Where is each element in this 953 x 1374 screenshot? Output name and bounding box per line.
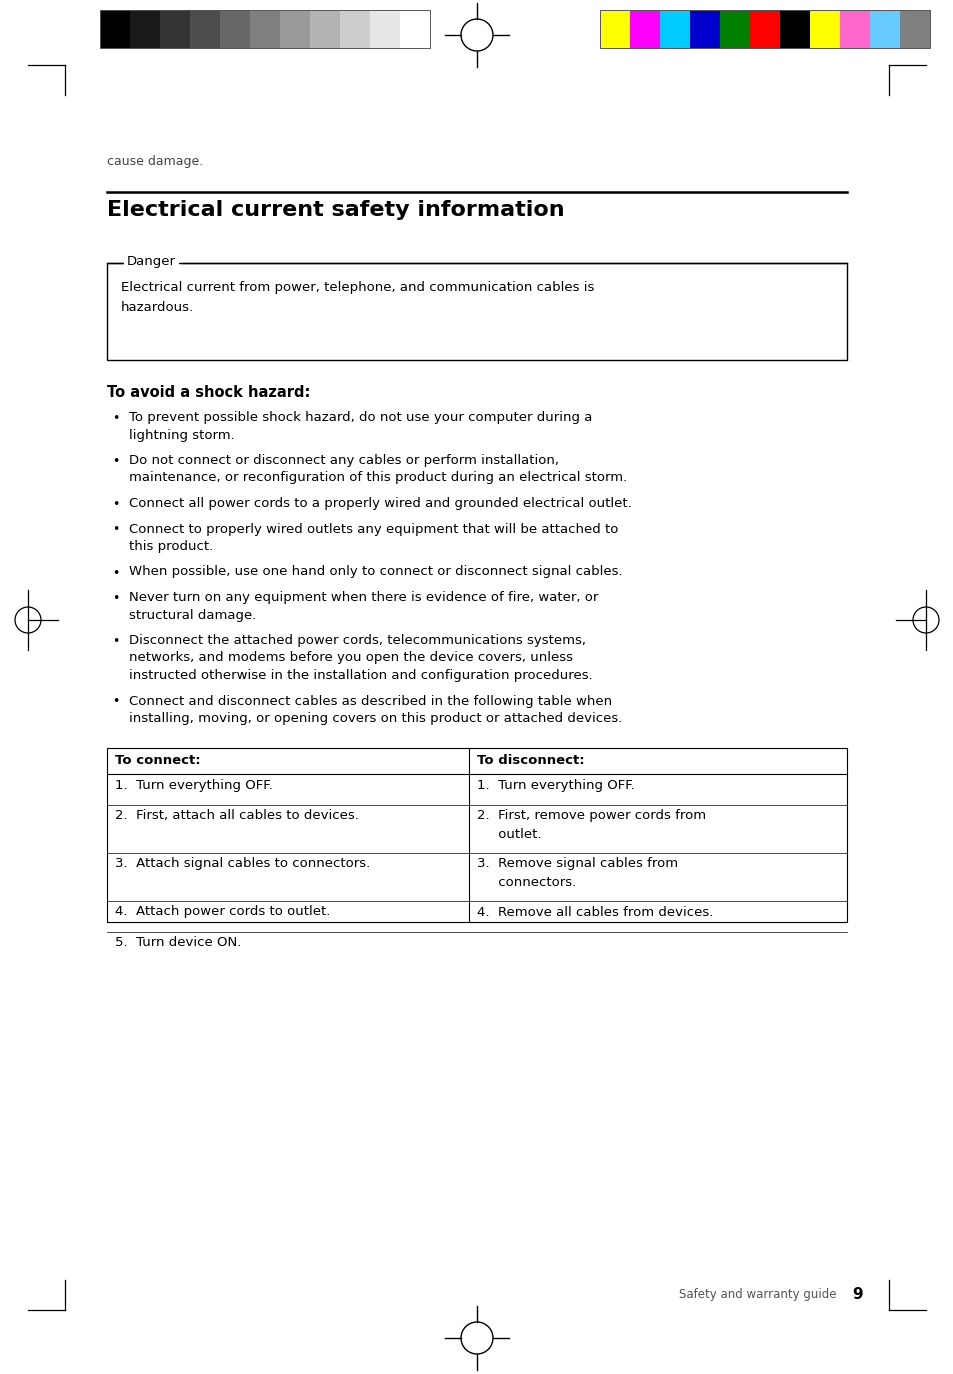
Bar <box>629 10 659 48</box>
Text: 1.  Turn everything OFF.: 1. Turn everything OFF. <box>476 779 634 791</box>
Bar <box>250 10 280 48</box>
Bar <box>107 262 846 360</box>
Bar <box>869 10 899 48</box>
Text: structural damage.: structural damage. <box>129 609 256 621</box>
Text: this product.: this product. <box>129 540 213 552</box>
Text: •: • <box>112 592 119 605</box>
Text: 1.  Turn everything OFF.: 1. Turn everything OFF. <box>115 779 273 791</box>
Text: •: • <box>112 497 119 511</box>
Text: To disconnect:: To disconnect: <box>476 754 584 767</box>
Bar <box>310 10 339 48</box>
Bar <box>107 747 846 922</box>
Text: instructed otherwise in the installation and configuration procedures.: instructed otherwise in the installation… <box>129 669 592 682</box>
Text: 9: 9 <box>851 1287 862 1303</box>
Bar <box>100 10 430 48</box>
Text: To prevent possible shock hazard, do not use your computer during a: To prevent possible shock hazard, do not… <box>129 411 592 425</box>
Text: maintenance, or reconfiguration of this product during an electrical storm.: maintenance, or reconfiguration of this … <box>129 471 626 485</box>
Text: •: • <box>112 566 119 580</box>
Text: When possible, use one hand only to connect or disconnect signal cables.: When possible, use one hand only to conn… <box>129 566 622 578</box>
Text: networks, and modems before you open the device covers, unless: networks, and modems before you open the… <box>129 651 573 665</box>
Text: •: • <box>112 635 119 649</box>
Bar <box>220 10 250 48</box>
Bar <box>689 10 720 48</box>
Text: •: • <box>112 695 119 709</box>
Text: Disconnect the attached power cords, telecommunications systems,: Disconnect the attached power cords, tel… <box>129 633 585 647</box>
Text: Never turn on any equipment when there is evidence of fire, water, or: Never turn on any equipment when there i… <box>129 591 598 605</box>
Bar <box>749 10 780 48</box>
Text: 3.  Remove signal cables from
     connectors.: 3. Remove signal cables from connectors. <box>476 857 678 889</box>
Text: 2.  First, remove power cords from
     outlet.: 2. First, remove power cords from outlet… <box>476 809 705 841</box>
Bar <box>339 10 370 48</box>
Text: 4.  Attach power cords to outlet.: 4. Attach power cords to outlet. <box>115 905 330 918</box>
Text: •: • <box>112 455 119 469</box>
Bar <box>809 10 840 48</box>
Bar <box>599 10 929 48</box>
Text: Electrical current safety information: Electrical current safety information <box>107 201 564 220</box>
Bar <box>720 10 749 48</box>
Bar <box>599 10 629 48</box>
Bar <box>780 10 809 48</box>
Bar <box>160 10 190 48</box>
Text: Connect to properly wired outlets any equipment that will be attached to: Connect to properly wired outlets any eq… <box>129 522 618 536</box>
Bar <box>100 10 130 48</box>
Text: 2.  First, attach all cables to devices.: 2. First, attach all cables to devices. <box>115 809 358 823</box>
Text: •: • <box>112 412 119 425</box>
Text: To connect:: To connect: <box>115 754 200 767</box>
Text: cause damage.: cause damage. <box>107 155 203 168</box>
Bar <box>130 10 160 48</box>
Text: lightning storm.: lightning storm. <box>129 429 234 441</box>
Bar <box>659 10 689 48</box>
Text: Electrical current from power, telephone, and communication cables is: Electrical current from power, telephone… <box>121 282 594 294</box>
Text: Do not connect or disconnect any cables or perform installation,: Do not connect or disconnect any cables … <box>129 453 558 467</box>
Text: Danger: Danger <box>127 256 175 268</box>
Bar <box>280 10 310 48</box>
Text: To avoid a shock hazard:: To avoid a shock hazard: <box>107 385 310 400</box>
Text: Safety and warranty guide: Safety and warranty guide <box>679 1287 836 1301</box>
Bar <box>399 10 430 48</box>
Bar <box>190 10 220 48</box>
Bar <box>840 10 869 48</box>
Bar <box>370 10 399 48</box>
Text: 3.  Attach signal cables to connectors.: 3. Attach signal cables to connectors. <box>115 857 370 871</box>
Text: 4.  Remove all cables from devices.: 4. Remove all cables from devices. <box>476 905 713 918</box>
Text: Connect all power cords to a properly wired and grounded electrical outlet.: Connect all power cords to a properly wi… <box>129 497 631 510</box>
Text: 5.  Turn device ON.: 5. Turn device ON. <box>115 937 241 949</box>
Bar <box>899 10 929 48</box>
Text: installing, moving, or opening covers on this product or attached devices.: installing, moving, or opening covers on… <box>129 712 621 725</box>
Text: hazardous.: hazardous. <box>121 301 193 315</box>
Text: •: • <box>112 523 119 536</box>
Text: Connect and disconnect cables as described in the following table when: Connect and disconnect cables as describ… <box>129 694 612 708</box>
